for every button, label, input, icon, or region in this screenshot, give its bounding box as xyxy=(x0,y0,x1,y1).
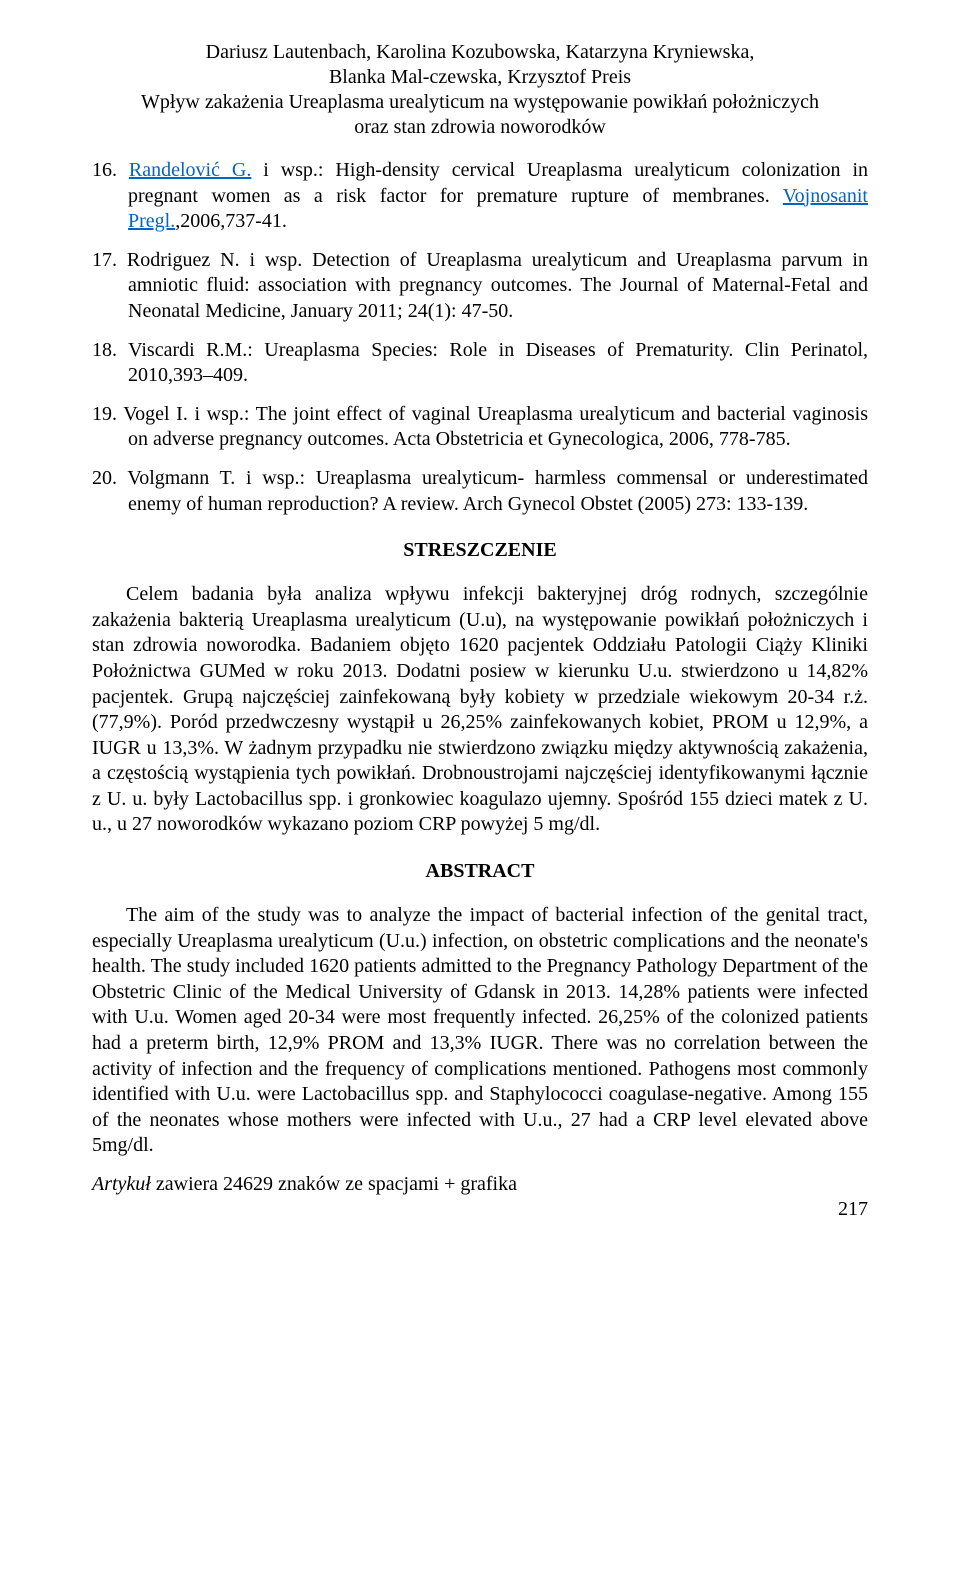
abstract-english: The aim of the study was to analyze the … xyxy=(92,903,868,1159)
reference-item: 20. Volgmann T. i wsp.: Ureaplasma ureal… xyxy=(92,466,868,517)
page-number: 217 xyxy=(92,1198,868,1221)
reference-item: 19. Vogel I. i wsp.: The joint effect of… xyxy=(92,402,868,453)
footer-plain: zawiera 24629 znaków ze spacjami + grafi… xyxy=(151,1173,517,1195)
reference-item: 17. Rodriguez N. i wsp. Detection of Ure… xyxy=(92,248,868,325)
page: Dariusz Lautenbach, Karolina Kozubowska,… xyxy=(0,0,960,1584)
ref-text: ,2006,737-41. xyxy=(175,210,287,232)
reference-item: 18. Viscardi R.M.: Ureaplasma Species: R… xyxy=(92,338,868,389)
ref-text: Vogel I. i wsp.: The joint effect of vag… xyxy=(123,403,868,451)
ref-text: Viscardi R.M.: Ureaplasma Species: Role … xyxy=(128,339,868,387)
ref-num: 17. xyxy=(92,249,117,271)
reference-item: 16. Randelović G. i wsp.: High-density c… xyxy=(92,158,868,235)
section-title-streszczenie: STRESZCZENIE xyxy=(92,539,868,562)
section-title-abstract: ABSTRACT xyxy=(92,860,868,883)
ref-text: Volgmann T. i wsp.: Ureaplasma urealytic… xyxy=(127,467,868,515)
footer-italic: Artykuł xyxy=(92,1173,151,1195)
header-title-line2: oraz stan zdrowia noworodków xyxy=(92,115,868,140)
abstract-polish: Celem badania była analiza wpływu infekc… xyxy=(92,582,868,838)
header-authors-line1: Dariusz Lautenbach, Karolina Kozubowska,… xyxy=(92,40,868,65)
running-header: Dariusz Lautenbach, Karolina Kozubowska,… xyxy=(92,40,868,140)
header-title-line1: Wpływ zakażenia Ureaplasma urealyticum n… xyxy=(92,90,868,115)
ref-num: 16. xyxy=(92,159,117,181)
ref-num: 18. xyxy=(92,339,117,361)
article-char-count: Artykuł zawiera 24629 znaków ze spacjami… xyxy=(92,1173,868,1196)
ref-num: 20. xyxy=(92,467,117,489)
header-authors-line2: Blanka Mal-czewska, Krzysztof Preis xyxy=(92,65,868,90)
ref-num: 19. xyxy=(92,403,117,425)
ref-text: Rodriguez N. i wsp. Detection of Ureapla… xyxy=(127,249,868,322)
ref-link[interactable]: Randelović G. xyxy=(129,159,251,181)
